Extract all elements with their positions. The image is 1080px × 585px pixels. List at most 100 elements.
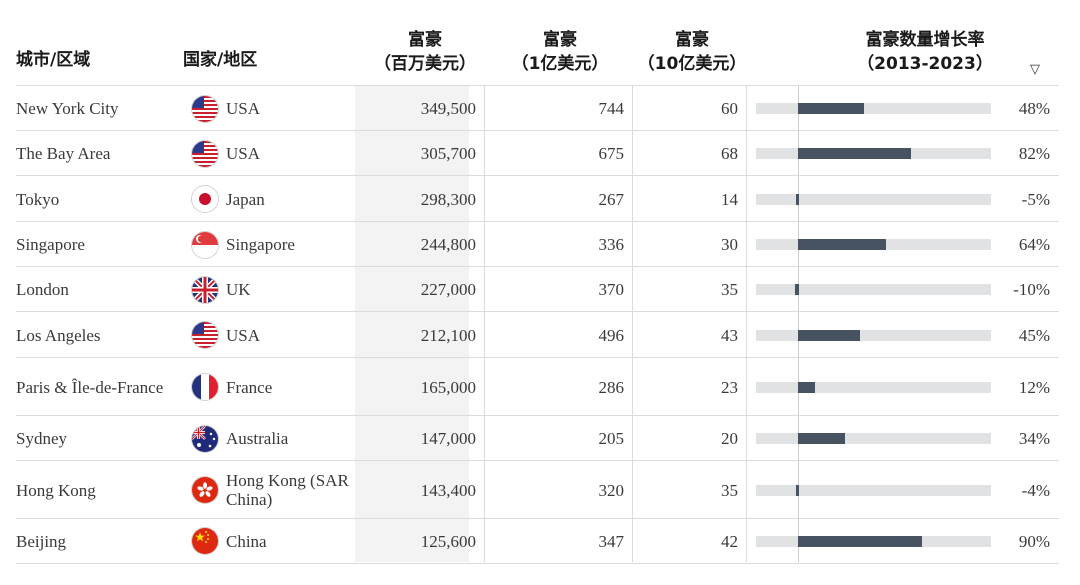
country-cell: China <box>192 519 372 563</box>
country-name: UK <box>226 280 251 299</box>
growth-bar <box>796 484 799 496</box>
growth-bar <box>798 103 865 114</box>
millionaires-value: 143,400 <box>420 480 476 500</box>
growth-bar-track <box>756 148 991 159</box>
city-name: Paris & Île-de-France <box>16 377 164 397</box>
column-divider <box>746 85 747 562</box>
city-name: Hong Kong <box>16 480 96 500</box>
table-row[interactable]: Paris & Île-de-France France 165,000 286 23 1… <box>16 357 1059 416</box>
millionaires-column-highlight <box>355 85 469 562</box>
country-cell: Japan <box>192 176 372 222</box>
singapore-flag-icon <box>192 231 218 258</box>
country-name: Hong Kong (SAR China) <box>226 471 349 509</box>
centi-millionaires-value: 496 <box>598 325 625 345</box>
us-flag-icon <box>192 322 218 348</box>
table-row[interactable]: The Bay Area USA 305,700 675 68 82% <box>16 130 1059 176</box>
country-name: USA <box>226 99 261 118</box>
country-cell: Australia <box>192 416 372 461</box>
header-billionaires[interactable]: 富豪 （10亿美元） <box>637 30 747 74</box>
country-cell: USA <box>192 312 372 358</box>
country-cell: USA <box>192 86 372 131</box>
centi-millionaires-value: 336 <box>598 235 625 254</box>
billionaires-value: 35 <box>721 480 738 500</box>
centi-millionaires-value: 675 <box>598 144 625 163</box>
growth-bar <box>798 148 912 159</box>
billionaires-value: 43 <box>721 325 738 345</box>
country-name: China <box>226 531 267 551</box>
table-row[interactable]: Singapore Singapore 244,800 336 30 64% <box>16 221 1059 267</box>
billionaires-value: 35 <box>721 280 738 299</box>
growth-percent-label: 45% <box>1018 325 1050 345</box>
billionaires-value: 68 <box>721 144 738 163</box>
millionaires-value: 305,700 <box>420 144 476 163</box>
country-cell: Hong Kong (SAR China) <box>192 461 372 519</box>
billionaires-value: 20 <box>721 429 738 448</box>
country-name: Japan <box>226 189 265 209</box>
city-name: Sydney <box>16 429 67 448</box>
growth-bar-track <box>756 484 991 496</box>
millionaires-value: 349,500 <box>420 99 476 118</box>
growth-percent-label: 64% <box>1018 235 1050 254</box>
growth-percent-label: 34% <box>1018 429 1050 448</box>
centi-millionaires-value: 267 <box>598 189 625 209</box>
header-city[interactable]: 城市/区域 <box>16 50 91 70</box>
country-name: France <box>226 377 273 397</box>
city-name: The Bay Area <box>16 144 111 163</box>
china-flag-icon <box>192 528 218 554</box>
header-centi-millionaires[interactable]: 富豪 （1亿美元） <box>511 30 609 74</box>
header-country[interactable]: 国家/地区 <box>183 50 258 70</box>
billionaires-value: 60 <box>721 99 738 118</box>
billionaires-value: 30 <box>721 235 738 254</box>
growth-percent-label: 90% <box>1018 531 1050 551</box>
hong-kong-flag-icon <box>192 477 218 503</box>
france-flag-icon <box>192 374 218 400</box>
country-cell: USA <box>192 131 372 176</box>
uk-flag-icon <box>192 276 218 303</box>
city-name: Singapore <box>16 235 85 254</box>
growth-bar-track <box>756 284 991 295</box>
table-row[interactable]: Sydney Australia 147,000 205 20 34% <box>16 415 1059 461</box>
centi-millionaires-value: 347 <box>598 531 625 551</box>
growth-bar <box>798 239 887 250</box>
growth-bar <box>798 329 861 341</box>
growth-bar <box>794 284 799 295</box>
millionaires-value: 125,600 <box>420 531 476 551</box>
country-cell: Singapore <box>192 222 372 267</box>
table-row[interactable]: Los Angeles USA 212,100 496 43 45% <box>16 311 1059 358</box>
growth-bar-track <box>756 535 991 547</box>
growth-percent-label: -5% <box>1021 189 1050 209</box>
header-growth[interactable]: 富豪数量增长率 （2013-2023） <box>857 30 993 74</box>
table-row[interactable]: Hong Kong Hong Kong (SAR China) 143,400 320… <box>16 460 1059 519</box>
growth-bar-track <box>756 329 991 341</box>
billionaires-value: 23 <box>721 377 738 397</box>
millionaires-value: 165,000 <box>420 377 476 397</box>
growth-bar <box>798 535 923 547</box>
country-name: USA <box>226 325 261 345</box>
country-name: Singapore <box>226 235 295 254</box>
column-divider <box>632 85 633 562</box>
millionaires-value: 227,000 <box>420 280 476 299</box>
growth-zero-line <box>798 85 799 562</box>
us-flag-icon <box>192 95 218 122</box>
centi-millionaires-value: 205 <box>598 429 625 448</box>
centi-millionaires-value: 370 <box>598 280 625 299</box>
growth-bar <box>796 193 799 205</box>
table-row[interactable]: Tokyo Japan 298,300 267 14 -5% <box>16 175 1059 222</box>
column-divider <box>484 85 485 562</box>
city-name: London <box>16 280 69 299</box>
centi-millionaires-value: 320 <box>598 480 625 500</box>
sort-arrow-icon[interactable]: ▽ <box>1030 62 1040 77</box>
country-cell: France <box>192 358 372 416</box>
growth-percent-label: 48% <box>1018 99 1050 118</box>
millionaires-value: 244,800 <box>420 235 476 254</box>
table-row[interactable]: London UK 227,000 370 35 -10% <box>16 266 1059 312</box>
japan-flag-icon <box>192 186 218 212</box>
growth-percent-label: 12% <box>1018 377 1050 397</box>
billionaires-value: 14 <box>721 189 738 209</box>
header-millionaires[interactable]: 富豪 （百万美元） <box>374 30 476 74</box>
centi-millionaires-value: 744 <box>598 99 625 118</box>
table-row[interactable]: New York City USA 349,500 744 60 48% <box>16 85 1059 131</box>
city-name: Tokyo <box>16 189 60 209</box>
growth-percent-label: 82% <box>1018 144 1050 163</box>
table-row[interactable]: Beijing China 125,600 347 42 90% <box>16 518 1059 564</box>
